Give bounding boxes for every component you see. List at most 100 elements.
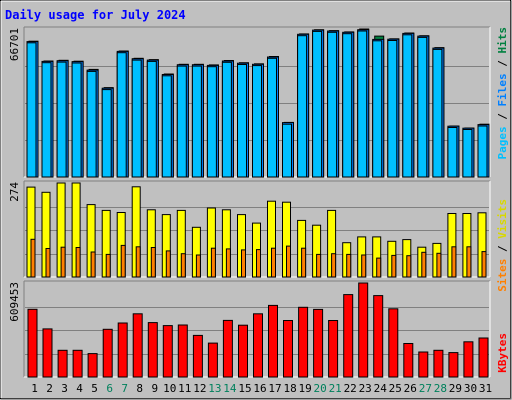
bar-pages-day-7 [116, 52, 127, 178]
legend-sep1: / [496, 107, 509, 127]
x-tick-label-24: 24 [374, 382, 388, 395]
bar-sites-day-12 [195, 254, 201, 278]
legend-files: Files [496, 73, 509, 106]
bar-sites-day-11 [180, 253, 186, 278]
panel-visits: 274 [8, 180, 491, 278]
bar-sites-day-2 [45, 248, 51, 278]
bar-pages-day-23 [357, 30, 368, 178]
bar-sites-day-5 [90, 251, 96, 278]
x-tick-label-17: 17 [268, 382, 281, 395]
bar-pages-day-18 [282, 123, 292, 178]
x-tick-label-28: 28 [434, 382, 447, 395]
bar-sites-day-20 [316, 253, 322, 278]
bar-kbytes-day-20 [313, 308, 324, 378]
bar-sites-day-3 [60, 246, 66, 278]
x-tick-label-5: 5 [91, 382, 98, 395]
bar-sites-day-6 [105, 253, 111, 278]
x-tick-label-20: 20 [313, 382, 326, 395]
bar-pages-day-2 [41, 62, 52, 178]
bar-pages-day-25 [387, 40, 398, 178]
bar-sites-day-25 [391, 254, 397, 278]
x-tick-label-11: 11 [178, 382, 191, 395]
bar-pages-day-19 [297, 35, 308, 178]
x-tick-label-15: 15 [238, 382, 251, 395]
bar-pages-day-30 [462, 129, 473, 178]
bar-kbytes-day-5 [87, 353, 98, 378]
legend-hits: Hits [496, 27, 509, 54]
bar-kbytes-day-25 [388, 308, 399, 378]
x-tick-label-7: 7 [121, 382, 128, 395]
x-tick-label-27: 27 [419, 382, 432, 395]
bar-sites-day-4 [75, 247, 81, 278]
bar-sites-day-28 [436, 252, 442, 278]
bar-kbytes-day-17 [268, 304, 278, 378]
bar-pages-day-6 [101, 89, 112, 178]
bar-pages-day-1 [26, 42, 37, 178]
bar-kbytes-day-18 [283, 320, 293, 378]
legend-sep: / [496, 239, 509, 259]
bar-kbytes-day-12 [192, 334, 203, 378]
legend-sites: Sites [496, 259, 509, 292]
bar-kbytes-day-8 [132, 313, 143, 378]
bar-sites-day-14 [225, 248, 231, 278]
bar-kbytes-day-21 [328, 320, 339, 378]
bar-pages-day-3 [56, 61, 67, 178]
x-tick-label-1: 1 [31, 382, 38, 395]
bar-sites-day-23 [361, 254, 367, 278]
bar-sites-day-10 [165, 250, 171, 278]
bar-kbytes-day-29 [448, 352, 459, 378]
bar-pages-day-16 [252, 65, 262, 178]
x-tick-label-19: 19 [298, 382, 311, 395]
bar-kbytes-day-10 [162, 325, 173, 378]
bar-sites-day-30 [466, 246, 472, 278]
x-tick-label-16: 16 [253, 382, 266, 395]
y-axis-max-label: 66701 [8, 28, 21, 61]
bar-sites-day-15 [241, 249, 246, 278]
legend-kbytes: KBytes [496, 333, 509, 373]
legend-visits: Visits [496, 199, 509, 239]
x-tick-label-9: 9 [151, 382, 158, 395]
bar-kbytes-day-13 [207, 342, 218, 378]
bar-sites-day-7 [120, 244, 126, 278]
bar-kbytes-day-26 [403, 343, 414, 378]
bar-pages-day-22 [342, 33, 353, 178]
bar-sites-day-29 [451, 246, 457, 278]
bar-kbytes-day-2 [42, 328, 53, 378]
hits-panel-legend: Pages / Files / Hits [496, 27, 509, 160]
x-tick-label-21: 21 [329, 382, 342, 395]
bar-pages-day-27 [417, 36, 428, 178]
x-tick-label-22: 22 [344, 382, 357, 395]
bar-kbytes-day-23 [358, 282, 369, 378]
bar-kbytes-day-24 [373, 295, 384, 378]
x-tick-label-12: 12 [193, 382, 206, 395]
bar-sites-day-22 [346, 253, 352, 278]
x-tick-label-13: 13 [208, 382, 221, 395]
bar-kbytes-day-15 [238, 324, 248, 378]
bar-pages-day-29 [447, 127, 458, 178]
chart-title: Daily usage for July 2024 [5, 8, 186, 22]
bar-pages-day-10 [161, 75, 172, 178]
bar-kbytes-day-4 [72, 349, 83, 378]
visits-panel-legend: Sites / Visits [496, 199, 509, 292]
bar-sites-day-17 [271, 247, 276, 278]
bar-sites-day-31 [481, 251, 487, 278]
bar-pages-day-31 [477, 125, 488, 178]
bar-sites-day-24 [376, 257, 382, 278]
bar-sites-day-19 [301, 247, 307, 278]
bar-kbytes-day-28 [433, 349, 444, 378]
bar-pages-day-14 [221, 61, 232, 178]
bar-pages-day-9 [146, 60, 157, 178]
y-axis-max-label: 609453 [8, 282, 21, 322]
bar-kbytes-day-16 [253, 313, 263, 378]
bar-pages-day-28 [432, 48, 443, 178]
bar-sites-day-16 [256, 249, 261, 278]
x-tick-label-10: 10 [163, 382, 176, 395]
bar-sites-day-18 [286, 245, 291, 278]
bar-pages-day-13 [206, 66, 217, 178]
bar-sites-day-8 [135, 246, 141, 278]
bar-kbytes-day-30 [463, 341, 474, 378]
bar-pages-day-26 [402, 34, 413, 178]
bar-pages-day-5 [86, 70, 97, 178]
bar-sites-day-27 [421, 251, 427, 278]
bar-kbytes-day-9 [147, 322, 158, 378]
